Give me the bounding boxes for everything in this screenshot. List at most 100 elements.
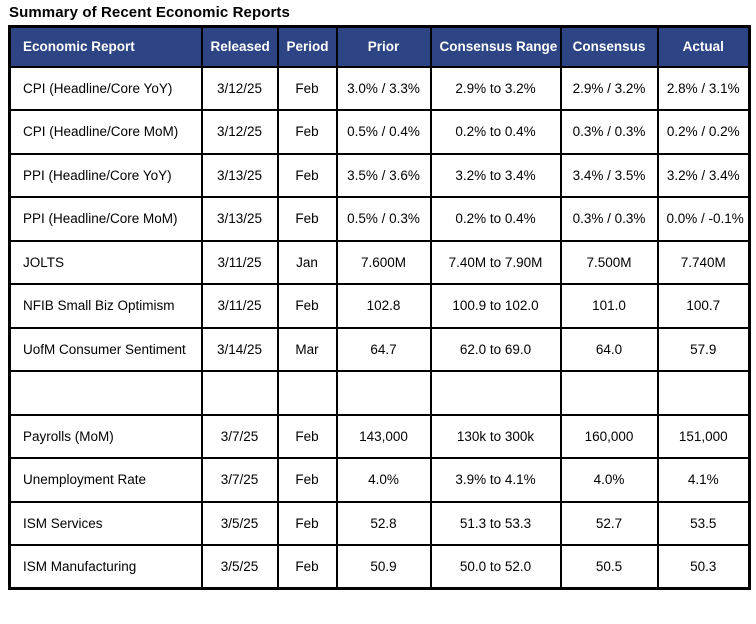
column-header-period: Period xyxy=(276,25,338,68)
cell-period: Feb xyxy=(276,283,338,329)
cell-consensus-range: 51.3 to 53.3 xyxy=(429,500,562,546)
table-row-ppi-headline-core-mom: PPI (Headline/Core MoM) 3/13/25 Feb 0.5% / … xyxy=(8,196,751,242)
cell-released: 3/12/25 xyxy=(200,65,279,111)
cell-consensus: 0.3% / 0.3% xyxy=(559,196,659,242)
cell-period: Feb xyxy=(276,65,338,111)
cell-consensus-range: 0.2% to 0.4% xyxy=(429,196,562,242)
cell-consensus-range: 3.9% to 4.1% xyxy=(429,457,562,503)
cell-actual xyxy=(656,370,751,416)
cell-period: Feb xyxy=(276,109,338,155)
cell-prior: 143,000 xyxy=(335,413,432,459)
cell-consensus-range: 3.2% to 3.4% xyxy=(429,152,562,198)
cell-consensus: 101.0 xyxy=(559,283,659,329)
cell-period xyxy=(276,370,338,416)
table-row-cpi-headline-core-yoy: CPI (Headline/Core YoY) 3/12/25 Feb 3.0% / … xyxy=(8,65,751,111)
cell-consensus: 64.0 xyxy=(559,326,659,372)
cell-period: Feb xyxy=(276,413,338,459)
cell-actual: 3.2% / 3.4% xyxy=(656,152,751,198)
page-title: Summary of Recent Economic Reports xyxy=(9,4,290,21)
cell-actual: 57.9 xyxy=(656,326,751,372)
cell-consensus-range: 130k to 300k xyxy=(429,413,562,459)
cell-consensus-range: 7.40M to 7.90M xyxy=(429,239,562,285)
cell-consensus xyxy=(559,370,659,416)
table-row-ism-manufacturing: ISM Manufacturing 3/5/25 Feb 50.9 50.0 to 52… xyxy=(8,544,751,590)
cell-period: Feb xyxy=(276,152,338,198)
table-row-cpi-headline-core-mom: CPI (Headline/Core MoM) 3/12/25 Feb 0.5% / … xyxy=(8,109,751,155)
table-row-ism-services: ISM Services 3/5/25 Feb 52.8 51.3 to 53.3 52.… xyxy=(8,500,751,546)
cell-economic-report: CPI (Headline/Core YoY) xyxy=(8,65,203,111)
cell-released: 3/13/25 xyxy=(200,152,279,198)
table-header-row: Economic Report Released Period Prior Consen… xyxy=(8,25,751,68)
column-header-released: Released xyxy=(200,25,279,68)
cell-released: 3/14/25 xyxy=(200,326,279,372)
cell-prior: 50.9 xyxy=(335,544,432,590)
cell-economic-report: PPI (Headline/Core MoM) xyxy=(8,196,203,242)
cell-economic-report xyxy=(8,370,203,416)
cell-released: 3/7/25 xyxy=(200,457,279,503)
cell-consensus: 0.3% / 0.3% xyxy=(559,109,659,155)
cell-period: Feb xyxy=(276,457,338,503)
cell-released: 3/7/25 xyxy=(200,413,279,459)
cell-economic-report: PPI (Headline/Core YoY) xyxy=(8,152,203,198)
cell-released: 3/5/25 xyxy=(200,500,279,546)
cell-consensus: 2.9% / 3.2% xyxy=(559,65,659,111)
column-header-consensus: Consensus xyxy=(559,25,659,68)
cell-period: Feb xyxy=(276,196,338,242)
table-row-uofm-consumer-sentiment: UofM Consumer Sentiment 3/14/25 Mar 64.7 62.… xyxy=(8,326,751,372)
cell-actual: 7.740M xyxy=(656,239,751,285)
cell-consensus-range: 50.0 to 52.0 xyxy=(429,544,562,590)
cell-prior: 3.5% / 3.6% xyxy=(335,152,432,198)
cell-actual: 50.3 xyxy=(656,544,751,590)
cell-released: 3/11/25 xyxy=(200,283,279,329)
cell-period: Jan xyxy=(276,239,338,285)
cell-released: 3/11/25 xyxy=(200,239,279,285)
cell-consensus-range: 100.9 to 102.0 xyxy=(429,283,562,329)
cell-released: 3/13/25 xyxy=(200,196,279,242)
cell-consensus-range: 2.9% to 3.2% xyxy=(429,65,562,111)
table-row-nfib-small-biz-optimism: NFIB Small Biz Optimism 3/11/25 Feb 102.8 10… xyxy=(8,283,751,329)
cell-actual: 0.2% / 0.2% xyxy=(656,109,751,155)
cell-released: 3/5/25 xyxy=(200,544,279,590)
cell-consensus: 4.0% xyxy=(559,457,659,503)
cell-economic-report: ISM Services xyxy=(8,500,203,546)
cell-consensus: 3.4% / 3.5% xyxy=(559,152,659,198)
cell-actual: 53.5 xyxy=(656,500,751,546)
cell-economic-report: ISM Manufacturing xyxy=(8,544,203,590)
table-row-unemployment-rate: Unemployment Rate 3/7/25 Feb 4.0% 3.9% to 4.… xyxy=(8,457,751,503)
table-body: CPI (Headline/Core YoY) 3/12/25 Feb 3.0% / … xyxy=(8,65,751,590)
table-row-ppi-headline-core-yoy: PPI (Headline/Core YoY) 3/13/25 Feb 3.5% / … xyxy=(8,152,751,198)
cell-consensus: 160,000 xyxy=(559,413,659,459)
cell-economic-report: Unemployment Rate xyxy=(8,457,203,503)
table-header: Economic Report Released Period Prior Consen… xyxy=(8,25,751,68)
table-row-payrolls-mom: Payrolls (MoM) 3/7/25 Feb 143,000 130k to 30… xyxy=(8,413,751,459)
cell-economic-report: NFIB Small Biz Optimism xyxy=(8,283,203,329)
cell-period: Feb xyxy=(276,500,338,546)
cell-consensus: 52.7 xyxy=(559,500,659,546)
cell-consensus-range: 0.2% to 0.4% xyxy=(429,109,562,155)
cell-prior: 3.0% / 3.3% xyxy=(335,65,432,111)
cell-actual: 151,000 xyxy=(656,413,751,459)
cell-consensus: 7.500M xyxy=(559,239,659,285)
column-header-prior: Prior xyxy=(335,25,432,68)
cell-economic-report: CPI (Headline/Core MoM) xyxy=(8,109,203,155)
cell-released xyxy=(200,370,279,416)
cell-prior: 52.8 xyxy=(335,500,432,546)
cell-consensus: 50.5 xyxy=(559,544,659,590)
cell-prior: 64.7 xyxy=(335,326,432,372)
cell-consensus-range xyxy=(429,370,562,416)
cell-prior: 0.5% / 0.3% xyxy=(335,196,432,242)
cell-period: Mar xyxy=(276,326,338,372)
cell-actual: 4.1% xyxy=(656,457,751,503)
cell-consensus-range: 62.0 to 69.0 xyxy=(429,326,562,372)
column-header-actual: Actual xyxy=(656,25,751,68)
cell-economic-report: Payrolls (MoM) xyxy=(8,413,203,459)
spacer-row xyxy=(8,370,751,416)
cell-prior: 7.600M xyxy=(335,239,432,285)
cell-prior: 0.5% / 0.4% xyxy=(335,109,432,155)
table-row-jolts: JOLTS 3/11/25 Jan 7.600M 7.40M to 7.90M 7.500… xyxy=(8,239,751,285)
cell-prior: 4.0% xyxy=(335,457,432,503)
cell-actual: 100.7 xyxy=(656,283,751,329)
cell-actual: 0.0% / -0.1% xyxy=(656,196,751,242)
cell-economic-report: JOLTS xyxy=(8,239,203,285)
